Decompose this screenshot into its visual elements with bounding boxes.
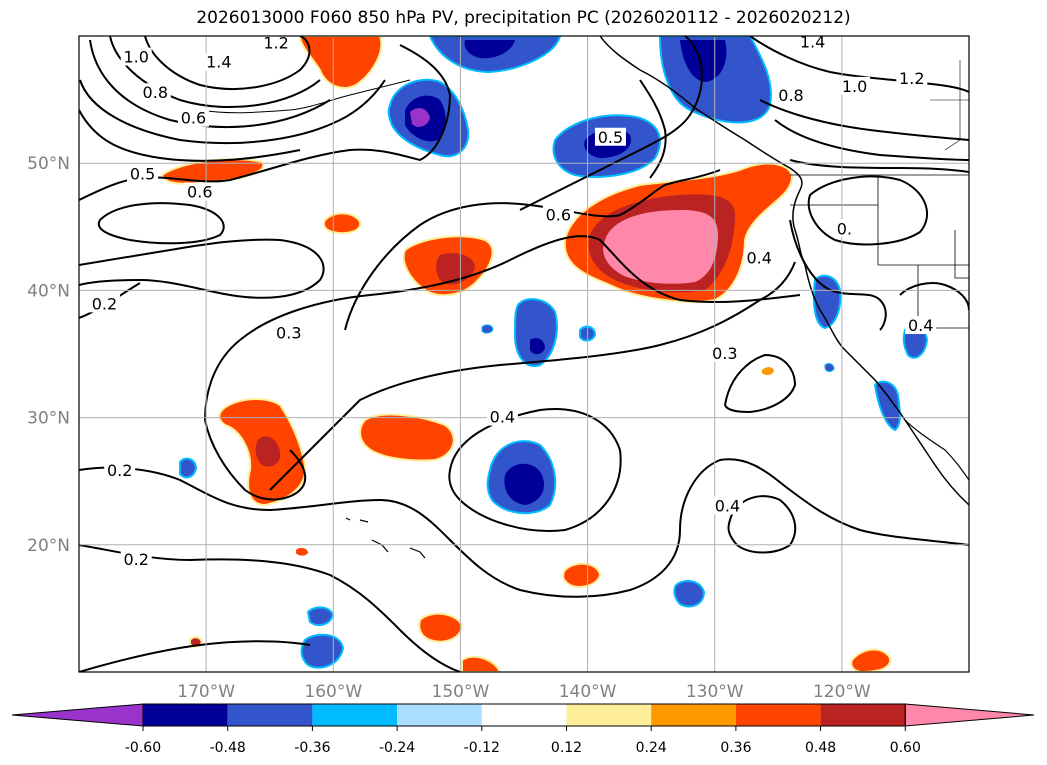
contour-label-bg [709,344,741,362]
colorbar-segment [566,704,652,726]
colorbar-segment [651,704,736,726]
contour-label: 0.4 [715,497,740,516]
contour-label-bg [260,33,292,52]
contour-label-bg [104,461,136,480]
colorbar-outline [142,703,906,727]
pv-contours [79,36,969,672]
colorbar-extend-high [904,703,1035,727]
lat-tick-label: 50°N [27,154,70,174]
contour-label: 0.2 [123,550,148,569]
contour-label-bg [177,108,209,127]
map-title: 2026013000 F060 850 hPa PV, precipitatio… [196,8,851,28]
colorbar-tick-label: -0.60 [125,740,161,756]
longitude-labels: 170°W 160°W 150°W 140°W 130°W 120°W [177,682,871,702]
lat-tick-label: 30°N [27,409,70,429]
contour-labels: 1.0 1.4 1.2 0.8 0.6 0.5 0.6 0.2 0.3 0.2 0.2 0.6 0.5 0… [88,32,937,569]
contour-label: 0.4 [746,249,771,268]
contour-label: 0.8 [778,86,803,105]
contour-high-west [144,36,311,91]
precipitation-shading [160,36,929,672]
precip-top-orange [298,36,383,89]
colorbar-tick-label: 0.12 [551,740,582,756]
colorbar-tick-label: 0.48 [805,740,836,756]
coastlines [199,36,969,559]
latitude-labels: 20°N 30°N 40°N 50°N [27,154,70,556]
contour-label: 0.3 [276,324,301,343]
contour-east-loop [807,175,929,246]
colorbar-tick-label: -0.36 [294,740,330,756]
lon-tick-label: 170°W [177,682,235,702]
colorbar-extend-low [11,703,144,727]
contour-label-bg [120,550,152,569]
contour-label-bg [542,205,574,224]
contour-label: 0.4 [908,316,933,335]
contour-label-bg [203,52,235,71]
contour-label: 1.0 [842,77,867,96]
contour-label-bg [797,32,829,51]
contour-label-bg [743,248,775,267]
contour-label: 0.3 [712,344,737,363]
colorbar-tick-label: 0.24 [636,740,667,756]
precip-155w [359,413,455,462]
contour-label-bg [127,164,159,183]
colorbar-tick-label: 0.36 [720,740,751,756]
lon-tick-label: 130°W [686,682,744,702]
colorbar-segment [312,704,398,726]
colorbar-tick-label: -0.24 [379,740,415,756]
contour-label-bg [775,85,807,104]
colorbar-segment [143,704,228,726]
colorbar-segment [481,704,567,726]
contour-label-bg [896,69,928,88]
map-frame [78,35,970,673]
graticule [79,36,969,672]
contour-label-bg [486,407,518,426]
contour-label-bg [184,182,216,201]
precip-max-ne-pacific [603,210,718,284]
colorbar-segment [735,704,821,726]
contour-label-bg [139,83,171,102]
contour-label: 1.0 [123,48,148,67]
colorbar-segment [227,704,313,726]
contour-0-3 [204,235,801,421]
contour-label: 0.5 [598,128,623,147]
contour-label-bg [273,323,305,342]
colorbar-tick-label: -0.12 [464,740,500,756]
contour-label: 1.2 [899,69,924,88]
contour-label-bg [594,127,626,146]
contour-label-bg [88,294,120,313]
contour-0-6-loop [97,202,225,245]
contour-label-bg [120,47,152,66]
lat-tick-label: 40°N [27,281,70,301]
contour-label: 0.6 [546,205,571,224]
contour-label: 1.2 [263,34,288,53]
contour-label: 0.6 [181,109,206,128]
colorbar-segment [820,704,906,726]
contour-label: 0.8 [143,83,168,102]
colorbar-segment [397,704,482,726]
contour-label: 0.2 [107,461,132,480]
colorbar: -0.60 -0.48 -0.36 -0.24 -0.12 0.12 0.24 0.36 0.4… [11,703,1035,756]
colorbar-tick-label: 0.60 [890,740,921,756]
contour-label: 0. [837,219,852,238]
contour-label-bg [839,76,871,95]
contour-label-bg [905,316,937,335]
lat-tick-label: 20°N [27,536,70,556]
lon-tick-label: 150°W [432,682,490,702]
contour-label-bg [833,219,856,238]
contour-label: 0.4 [490,408,515,427]
contour-label: 1.4 [800,32,825,51]
contour-label: 0.2 [92,294,117,313]
contour-label-bg [711,496,743,515]
lon-tick-label: 140°W [559,682,617,702]
lon-tick-label: 120°W [813,682,871,702]
contour-label: 1.4 [206,53,231,72]
contour-label: 0.6 [187,182,212,201]
colorbar-tick-label: -0.48 [210,740,246,756]
lon-tick-label: 160°W [304,682,362,702]
contour-label: 0.5 [130,165,155,184]
